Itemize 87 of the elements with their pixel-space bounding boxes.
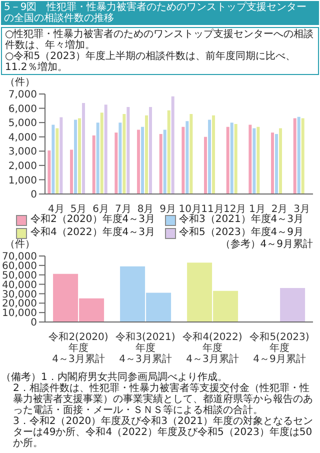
text: （参考）4～9月累計 — [220, 239, 313, 250]
text: 3．令和2（2020）年度及び令和3（2021）年度の対象となるセンターは49か所、令和4（2022）年度及び令和5（2023）年度は50か所。 — [12, 416, 314, 449]
y-axis-title: （件） — [5, 77, 35, 88]
x-tick-label: 令和4(2022) 年度 4～3月累計 — [182, 331, 242, 365]
bar — [186, 121, 189, 194]
x-tick-label: 7月 — [114, 204, 132, 215]
bar — [126, 107, 130, 194]
x-tick-label: 5月 — [70, 204, 87, 215]
y-axis-title: （件） — [5, 239, 35, 250]
bar — [204, 136, 208, 194]
y-tick-label: 20,000 — [2, 298, 37, 310]
chart-title: 5－9図 性犯罪・性暴力被害者のためのワンストップ支援センターの全国の相談件数の推移 — [1, 1, 319, 25]
text: 2．相談件数は、性犯罪・性暴力被害者等支援交付金（性犯罪・性暴力被害者支援事業）の事業実績として、都道府県等から報告のあった電話・面接・メール・ＳＮＳ等による相談の合計。 — [12, 383, 314, 416]
y-tick-label: 70,000 — [2, 252, 37, 263]
bar — [78, 118, 82, 194]
bar — [171, 96, 174, 194]
bar — [248, 124, 252, 194]
bar — [74, 120, 78, 194]
bar — [100, 112, 104, 194]
legend-label: 令和2（2020）年度4～3月 — [30, 214, 155, 226]
bar — [297, 116, 300, 194]
bar — [256, 126, 260, 194]
bar — [149, 107, 152, 194]
x-tick-label: 3月 — [294, 204, 310, 215]
x-tick-label: 10月 — [178, 204, 202, 215]
x-tick-label: 8月 — [137, 204, 154, 215]
x-tick-label: 令和2(2020) 年度 4～3月累計 — [48, 331, 108, 365]
text: （備考）1．内閣府男女共同参画局調べより作成。 — [1, 372, 228, 383]
bar — [159, 134, 162, 194]
bar — [82, 103, 86, 194]
bar — [208, 120, 212, 194]
chart-subtitle: ○性犯罪・性暴力被害者のためのワンストップ支援センターへの相談件数は、年々増加。 ○令和5（2023）年度上半期の相談件数は、前年度同期に比べ、11.2％増加。 — [1, 27, 319, 75]
bar — [52, 124, 55, 194]
x-tick-label: 11月 — [201, 204, 224, 215]
y-tick-label: 6,000 — [8, 104, 37, 115]
bar — [163, 130, 166, 194]
bar — [92, 135, 96, 194]
bar — [230, 122, 234, 194]
bar — [293, 118, 296, 194]
legend-label: 令和4（2022）年度4～3月 — [30, 227, 155, 239]
y-tick-label: 0 — [30, 318, 37, 329]
bar — [190, 114, 193, 194]
bar — [301, 118, 304, 194]
bar — [145, 115, 148, 194]
bar — [70, 150, 74, 194]
y-tick-label: 0 — [30, 190, 37, 201]
bar — [212, 115, 216, 194]
bar — [141, 126, 144, 194]
bar — [114, 132, 118, 194]
x-tick-label: 4月 — [48, 204, 64, 215]
bar — [48, 150, 51, 194]
bar — [226, 126, 230, 194]
x-tick-label: 9月 — [160, 204, 176, 215]
bar — [122, 114, 126, 194]
x-tick-label: 12月 — [223, 204, 246, 215]
y-tick-label: 1,000 — [8, 175, 37, 186]
legend-label: 令和3（2021）年度4～3月 — [179, 214, 304, 226]
y-tick-label: 30,000 — [2, 289, 37, 300]
x-tick-label: 2月 — [271, 204, 288, 215]
bar — [96, 122, 100, 194]
y-tick-label: 40,000 — [2, 280, 37, 291]
bar — [280, 288, 306, 322]
bar — [252, 128, 256, 194]
x-tick-label: 令和3(2021) 年度 4～3月累計 — [116, 331, 176, 365]
bar — [60, 117, 63, 194]
legend-label: 令和5（2023）年度4～9月 — [179, 227, 304, 238]
bar — [279, 128, 282, 194]
y-tick-label: 60,000 — [2, 260, 37, 272]
y-tick-label: 2,000 — [8, 160, 37, 172]
y-tick-label: 5,000 — [8, 118, 37, 130]
bar — [275, 134, 278, 194]
bar — [234, 124, 238, 194]
y-tick-label: 7,000 — [8, 90, 37, 101]
bar — [137, 130, 140, 194]
x-tick-label: 1月 — [248, 204, 266, 215]
y-tick-label: 50,000 — [2, 270, 37, 282]
y-tick-label: 10,000 — [2, 308, 37, 320]
bar — [104, 104, 108, 194]
bar — [56, 128, 59, 194]
x-tick-label: 令和5(2023) 年度 4～9月累計 — [250, 331, 310, 365]
bar — [182, 126, 185, 194]
bar — [271, 132, 274, 194]
y-tick-label: 3,000 — [8, 146, 37, 158]
bar — [167, 110, 170, 194]
y-tick-label: 4,000 — [8, 132, 37, 144]
bar — [118, 122, 122, 194]
x-tick-label: 6月 — [92, 204, 110, 215]
